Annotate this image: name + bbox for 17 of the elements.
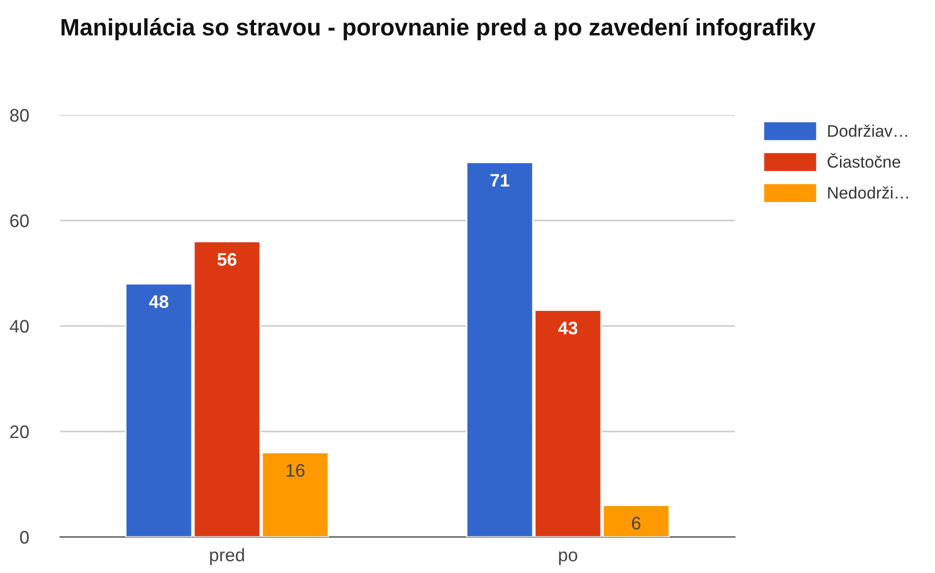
- data-label: 48: [149, 295, 168, 308]
- y-tick-label: 0: [20, 530, 29, 544]
- y-tick-label: 60: [10, 214, 29, 228]
- data-label: 16: [286, 464, 304, 477]
- y-tick-label: 80: [10, 108, 29, 122]
- y-tick-label: 20: [10, 425, 29, 438]
- y-tick-label: 40: [10, 320, 29, 333]
- data-label: 6: [632, 516, 640, 530]
- legend-label: Nedodrži…: [828, 186, 908, 199]
- data-label: 56: [218, 253, 236, 266]
- chart-title: Manipulácia so stravou - porovnanie pred a po zavedení infografiky: [62, 18, 816, 40]
- legend-label: Čiastočne: [828, 153, 900, 168]
- x-tick-label: po: [559, 551, 578, 565]
- data-label: 43: [558, 322, 578, 334]
- data-label: 71: [490, 174, 510, 187]
- legend-label: Dodržiav…: [828, 124, 907, 137]
- x-tick-label: pred: [210, 548, 244, 565]
